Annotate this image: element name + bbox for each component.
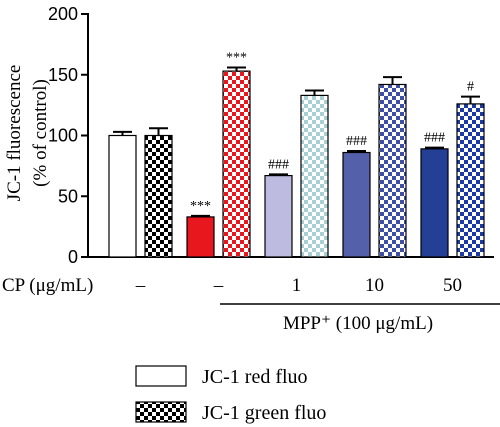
bar-labels: ******###### #### xyxy=(190,50,474,213)
cp-value-3: 10 xyxy=(365,275,384,296)
bar-red-fluo-0 xyxy=(108,134,137,258)
bars xyxy=(108,66,485,258)
y-tick-label: 150 xyxy=(48,65,78,85)
bar-red-fluo-2 xyxy=(264,174,293,258)
y-axis-label-unit: (% of control) xyxy=(30,79,51,187)
bar-green-fluo-1-significance: *** xyxy=(226,50,247,65)
y-axis-label: JC-1 fluorescence xyxy=(4,65,25,202)
y-tick-label: 100 xyxy=(48,126,78,146)
bar-green-fluo-1 xyxy=(222,70,251,258)
bar-red-fluo-1 xyxy=(186,216,215,258)
bar-green-fluo-2 xyxy=(300,94,329,258)
cp-value-0: – xyxy=(135,275,146,296)
cp-value-4: 50 xyxy=(443,275,462,296)
cp-value-2: 1 xyxy=(292,275,302,296)
bar-green-fluo-3 xyxy=(378,83,407,258)
bar-green-fluo-0 xyxy=(144,134,173,258)
y-tick-label: 0 xyxy=(68,247,78,267)
legend-label-1: JC-1 green fluo xyxy=(202,402,326,424)
bar-green-fluo-4-significance: # xyxy=(467,80,474,95)
cp-row-label: CP (μg/mL) xyxy=(2,275,93,296)
bar-red-fluo-3 xyxy=(342,151,371,258)
mpp-label: MPP⁺ (100 μg/mL) xyxy=(283,313,433,334)
bar-red-fluo-4 xyxy=(420,148,449,258)
legend-swatch-0 xyxy=(135,365,187,387)
bar-red-fluo-4-significance: ### xyxy=(424,131,445,146)
y-tick-label: 200 xyxy=(48,4,78,24)
y-axis: 0 50 100 150 200 xyxy=(48,4,89,267)
bar-red-fluo-3-significance: ### xyxy=(346,134,367,149)
bar-green-fluo-4 xyxy=(456,103,485,258)
bar-red-fluo-2-significance: ### xyxy=(268,157,289,172)
legend-swatch-1 xyxy=(135,401,187,423)
y-tick-label: 50 xyxy=(58,186,78,206)
legend-label-0: JC-1 red fluo xyxy=(202,366,308,388)
bar-red-fluo-1-significance: *** xyxy=(190,199,211,214)
cp-value-1: – xyxy=(213,275,224,296)
legend: JC-1 red fluo JC-1 green fluo xyxy=(135,365,326,424)
cp-row: – – 1 10 50 xyxy=(135,275,462,296)
